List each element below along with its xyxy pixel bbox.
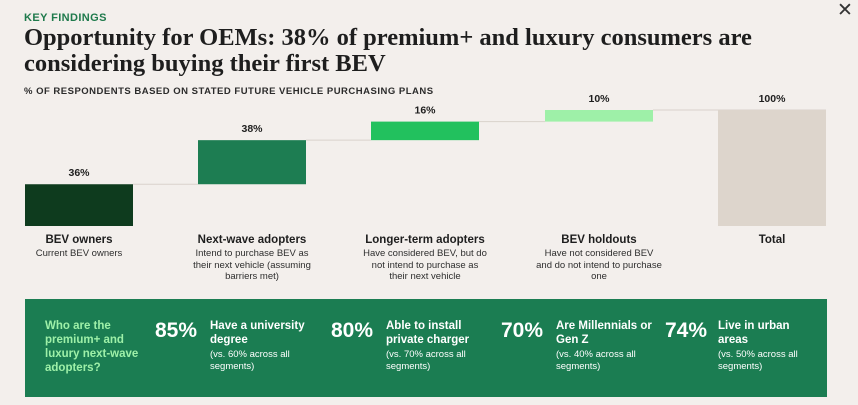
stat-label: Have a university degree bbox=[210, 320, 305, 346]
stat-note: (vs. 50% across all segments) bbox=[718, 349, 798, 372]
stat-label: Are Millennials or Gen Z bbox=[556, 320, 652, 346]
category-description: Have not considered BEV and do not inten… bbox=[536, 248, 662, 282]
data-label: 100% bbox=[759, 93, 787, 105]
category-name: Next-wave adopters bbox=[197, 234, 307, 246]
stat-percent: 85% bbox=[155, 319, 198, 342]
data-label: 38% bbox=[241, 123, 263, 135]
category-description: Have considered BEV, but do not intend t… bbox=[363, 248, 487, 282]
kicker-label: KEY FINDINGS bbox=[24, 12, 107, 24]
chart-subtitle: % OF RESPONDENTS BASED ON STATED FUTURE … bbox=[24, 86, 434, 97]
category-name: BEV owners bbox=[45, 234, 113, 246]
bar-bev-owners bbox=[25, 184, 133, 226]
stat-label: Live in urban areas bbox=[718, 320, 790, 346]
stat-percent: 70% bbox=[501, 319, 544, 342]
next-wave-profile-panel: Who are the premium+ and luxury next-wav… bbox=[25, 299, 827, 397]
stat-percent: 80% bbox=[331, 319, 374, 342]
stat-note: (vs. 40% across all segments) bbox=[556, 349, 636, 372]
category-label: BEV owners Current BEV owners bbox=[4, 233, 154, 260]
data-label: 10% bbox=[588, 93, 610, 105]
category-label: Next-wave adopters Intend to purchase BEV… bbox=[177, 233, 327, 283]
bar-longer-term-adopters bbox=[371, 121, 479, 141]
category-description: Current BEV owners bbox=[35, 248, 123, 259]
bar-total bbox=[718, 110, 826, 226]
category-name: Longer-term adopters bbox=[365, 234, 485, 246]
category-name: Total bbox=[758, 234, 786, 246]
bar-next-wave-adopters bbox=[198, 140, 306, 185]
category-label: BEV holdouts Have not considered BEV and … bbox=[524, 233, 674, 283]
stat-percent: 74% bbox=[665, 319, 708, 342]
category-description: Intend to purchase BEV as their next veh… bbox=[193, 248, 311, 282]
data-label: 36% bbox=[68, 167, 90, 179]
stat-label: Able to install private charger bbox=[386, 320, 470, 346]
bar-bev-holdouts bbox=[545, 110, 653, 122]
category-label: Longer-term adopters Have considered BEV,… bbox=[350, 233, 500, 283]
stat-note: (vs. 70% across all segments) bbox=[386, 349, 466, 372]
page-title: Opportunity for OEMs: 38% of premium+ an… bbox=[24, 24, 752, 77]
panel-question: Who are the premium+ and luxury next-wav… bbox=[45, 320, 139, 374]
data-label: 16% bbox=[414, 105, 436, 117]
close-icon[interactable]: ✕ bbox=[837, 0, 853, 21]
category-label: Total bbox=[697, 233, 847, 247]
stat-note: (vs. 60% across all segments) bbox=[210, 349, 290, 372]
waterfall-chart: 36% 38% 16% 10% 100% bbox=[25, 93, 826, 226]
category-name: BEV holdouts bbox=[561, 234, 637, 246]
